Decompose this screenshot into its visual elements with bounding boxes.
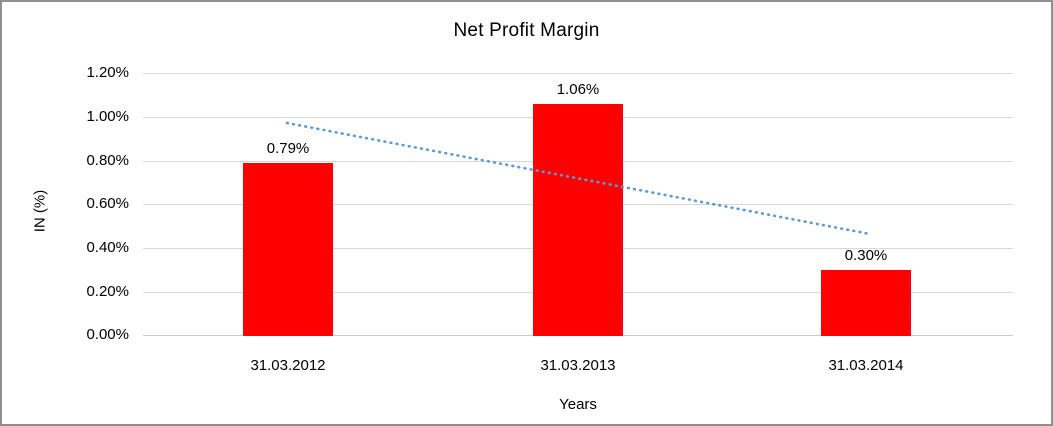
bar-group: 1.06% [533,81,623,336]
y-tick-label: 0.60% [86,195,129,212]
bar [243,163,333,336]
y-tick-label: 0.40% [86,239,129,256]
bar-data-label: 0.30% [844,247,888,264]
chart-title: Net Profit Margin [453,20,600,41]
bar-group: 0.79% [243,140,333,336]
y-tick-label: 0.80% [86,152,129,169]
x-tick-label: 31.03.2014 [828,357,904,374]
trendline-path [285,121,872,236]
y-tick-label: 0.00% [86,326,129,343]
x-tick-label: 31.03.2013 [540,357,616,374]
x-tick-label: 31.03.2012 [250,357,326,374]
trendline [285,121,872,236]
y-axis-title: IN (%) [31,189,49,233]
y-tick-label: 0.20% [86,283,129,300]
bar-group: 0.30% [821,247,911,336]
gridline [143,73,1013,74]
bar [533,104,623,336]
bar-data-label: 1.06% [556,81,600,98]
bar [821,270,911,336]
bar-data-label: 0.79% [266,140,310,157]
x-axis-title: Years [559,396,597,413]
y-tick-label: 1.20% [86,64,129,81]
y-tick-label: 1.00% [86,108,129,125]
plot-area: 0.79% 1.06% 0.30% [143,73,1013,336]
